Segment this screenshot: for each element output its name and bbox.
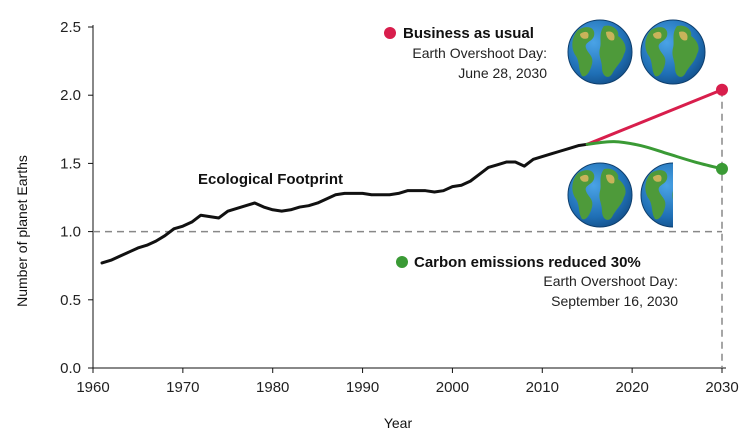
business-legend-dot xyxy=(384,27,396,39)
business-end-marker xyxy=(716,83,728,96)
business-overshoot-date: June 28, 2030 xyxy=(458,65,547,81)
x-tick-label: 1980 xyxy=(256,379,289,396)
globe-land-west xyxy=(572,27,595,77)
series-layer xyxy=(100,88,724,265)
carbon-overshoot-label: Earth Overshoot Day: xyxy=(543,273,678,289)
globe-land-east xyxy=(672,25,699,77)
globe-land-west xyxy=(572,170,595,220)
earth-icon xyxy=(567,19,633,85)
business-annotation-title: Business as usual xyxy=(403,25,534,42)
globe-land-west xyxy=(645,170,668,220)
reference-lines xyxy=(93,89,723,368)
business-as-usual-line xyxy=(585,88,724,146)
globe-body xyxy=(567,162,633,228)
axes: 1960 1970 1980 1990 2000 2010 2020 2030 0.0 0.5 1.… xyxy=(60,19,739,396)
globe-land-desert xyxy=(606,174,615,184)
x-tick-label: 2020 xyxy=(615,379,648,396)
x-tick-label: 1960 xyxy=(76,379,109,396)
carbon-reduced-line xyxy=(585,140,724,171)
globe-land-desert-west xyxy=(653,31,662,39)
globe-land-east xyxy=(672,191,673,200)
carbon-annotation-title: Carbon emissions reduced 30% xyxy=(414,254,641,271)
x-tick-label: 2010 xyxy=(526,379,559,396)
y-tick-label: 2.0 xyxy=(60,87,81,104)
globe-rim xyxy=(640,162,673,228)
y-tick-label: 2.5 xyxy=(60,19,81,36)
globe-land-desert-west xyxy=(653,174,662,182)
globe-land-desert-west xyxy=(580,174,589,182)
earth-half-icon xyxy=(640,162,688,228)
globe-land-west xyxy=(645,27,668,77)
x-tick-label: 2000 xyxy=(436,379,469,396)
business-overshoot-label: Earth Overshoot Day: xyxy=(412,45,547,61)
carbon-end-marker xyxy=(716,162,728,175)
earth-icon xyxy=(640,19,706,85)
globe-body xyxy=(567,19,633,85)
globe-body xyxy=(640,162,688,228)
globe-land-desert-west xyxy=(580,31,589,39)
globe-land-east xyxy=(599,168,626,220)
footprint-series-label: Ecological Footprint xyxy=(198,171,343,188)
globe-rim xyxy=(640,19,706,85)
y-tick-label: 0.0 xyxy=(60,360,81,377)
globe-rim xyxy=(567,162,633,228)
y-tick-label: 1.0 xyxy=(60,224,81,241)
y-axis-title: Number of planet Earths xyxy=(14,155,30,307)
globe-land-desert xyxy=(679,174,688,183)
globe-layer xyxy=(567,19,706,228)
x-tick-label: 2030 xyxy=(705,379,738,396)
footprint-line xyxy=(100,142,589,265)
globe-land-desert xyxy=(606,31,615,41)
y-tick-label: 0.5 xyxy=(60,292,81,309)
x-tick-label: 1990 xyxy=(346,379,379,396)
carbon-overshoot-date: September 16, 2030 xyxy=(551,293,678,309)
carbon-legend-dot xyxy=(396,256,408,268)
earth-icon xyxy=(567,162,633,228)
globe-rim xyxy=(567,19,633,85)
globe-land-east xyxy=(599,25,626,77)
x-axis-title: Year xyxy=(384,415,413,431)
globe-body xyxy=(640,19,706,85)
y-tick-label: 1.5 xyxy=(60,155,81,172)
marker-layer xyxy=(716,83,728,175)
globe-land-desert xyxy=(679,31,688,41)
x-tick-label: 1970 xyxy=(166,379,199,396)
